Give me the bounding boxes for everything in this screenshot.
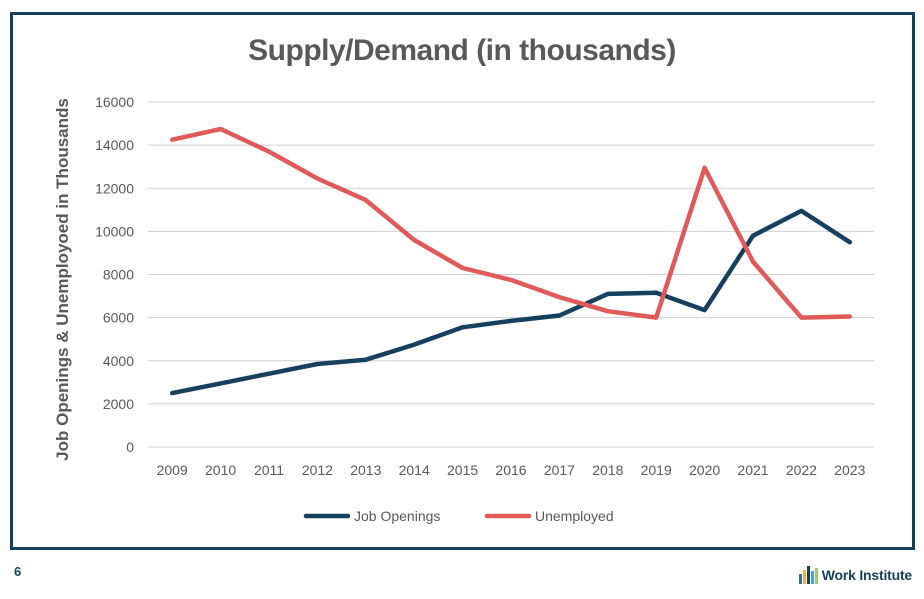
y-tick-label: 8000 [103, 267, 134, 283]
logo-bar [799, 574, 802, 584]
x-tick-label: 2020 [689, 462, 720, 478]
work-institute-logo-icon [799, 566, 818, 584]
logo-bar [811, 571, 814, 584]
y-tick-label: 2000 [103, 396, 134, 412]
x-tick-label: 2009 [157, 462, 188, 478]
page-number: 6 [14, 564, 21, 579]
y-axis-title: Job Openings & Unemployoed in Thousands [53, 98, 72, 461]
x-tick-label: 2021 [737, 462, 768, 478]
x-tick-label: 2023 [834, 462, 865, 478]
legend-label: Unemployed [535, 508, 614, 524]
legend-label: Job Openings [354, 508, 440, 524]
series-line-unemployed [172, 129, 850, 318]
x-tick-label: 2018 [592, 462, 623, 478]
logo-bar [815, 568, 818, 584]
series-line-job-openings [172, 211, 850, 393]
x-tick-label: 2014 [399, 462, 430, 478]
x-tick-label: 2017 [544, 462, 575, 478]
x-tick-label: 2013 [350, 462, 381, 478]
x-tick-label: 2011 [254, 462, 284, 478]
x-tick-label: 2022 [786, 462, 817, 478]
y-tick-label: 10000 [95, 223, 134, 239]
y-tick-label: 4000 [103, 353, 134, 369]
x-tick-label: 2016 [495, 462, 526, 478]
y-tick-label: 16000 [95, 94, 134, 110]
brand-mark: Work Institute [799, 566, 912, 584]
brand-name: Work Institute [822, 567, 912, 583]
x-tick-label: 2010 [205, 462, 236, 478]
logo-bar [807, 566, 810, 584]
logo-bar [803, 570, 806, 584]
x-tick-label: 2019 [641, 462, 672, 478]
x-tick-label: 2012 [302, 462, 333, 478]
y-tick-label: 12000 [95, 180, 134, 196]
x-tick-label: 2015 [447, 462, 478, 478]
y-tick-label: 6000 [103, 310, 134, 326]
y-tick-label: 0 [126, 439, 134, 455]
y-tick-label: 14000 [95, 137, 134, 153]
